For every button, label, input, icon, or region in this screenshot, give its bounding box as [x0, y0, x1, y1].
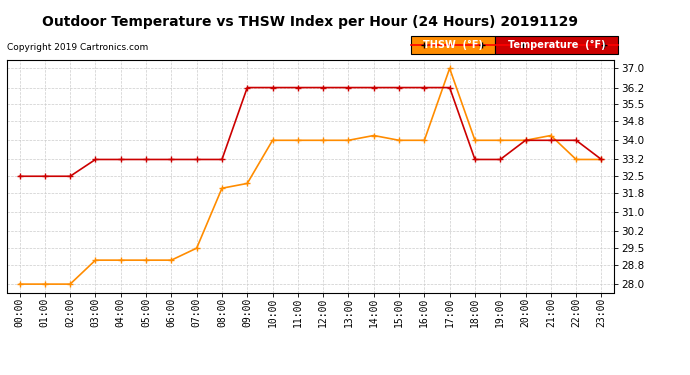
Text: THSW  (°F): THSW (°F): [423, 40, 483, 50]
Text: Temperature  (°F): Temperature (°F): [508, 40, 605, 50]
Text: Copyright 2019 Cartronics.com: Copyright 2019 Cartronics.com: [7, 43, 148, 52]
Text: Outdoor Temperature vs THSW Index per Hour (24 Hours) 20191129: Outdoor Temperature vs THSW Index per Ho…: [43, 15, 578, 29]
